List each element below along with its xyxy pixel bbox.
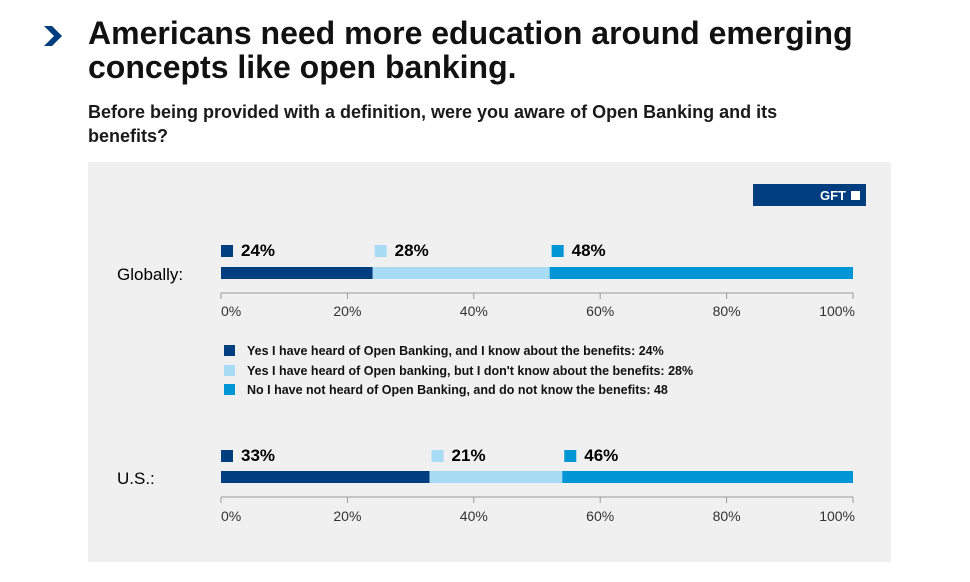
x-tick-label: 0% [221,303,241,319]
page-title: Americans need more education around eme… [88,15,853,85]
legend-label: Yes I have heard of Open banking, but I … [247,364,693,378]
value-marker [221,245,233,257]
legend-swatch [224,345,235,356]
bar-segment [429,471,563,483]
value-label: 33% [241,446,275,465]
legend-label: No I have not heard of Open Banking, and… [247,383,668,397]
gft-logo-text: GFT [820,187,846,203]
value-label: 28% [395,241,429,260]
value-marker [564,450,577,462]
row-label: U.S.: [117,469,155,488]
x-tick-label: 20% [333,508,361,524]
x-tick-label: 60% [586,303,614,319]
bar-segment [372,267,550,279]
gft-logo: GFT [753,184,866,206]
x-tick-label: 20% [333,303,361,319]
x-tick-label: 40% [460,303,488,319]
value-marker [551,245,564,257]
x-tick-label: 0% [221,508,241,524]
x-tick-label: 100% [819,508,855,524]
value-marker [431,450,444,462]
value-label: 46% [584,446,618,465]
value-label: 21% [452,446,486,465]
value-label: 48% [572,241,606,260]
x-tick-label: 80% [713,508,741,524]
value-label: 24% [241,241,275,260]
x-tick-label: 80% [713,303,741,319]
x-tick-label: 60% [586,508,614,524]
row-label: Globally: [117,265,183,284]
x-tick-label: 100% [819,303,855,319]
legend-swatch [224,384,235,395]
survey-question: Before being provided with a definition,… [88,102,778,146]
legend-swatch [224,365,235,376]
bar-segment [549,267,853,279]
value-marker [221,450,233,462]
bar-segment [562,471,853,483]
chevron-right-icon [44,26,62,46]
legend-label: Yes I have heard of Open Banking, and I … [247,344,664,358]
logo-square-icon [851,190,860,200]
value-marker [374,245,387,257]
bar-segment [221,267,373,279]
chart-panel: GFT [88,162,891,562]
bar-segment [221,471,430,483]
x-tick-label: 40% [460,508,488,524]
